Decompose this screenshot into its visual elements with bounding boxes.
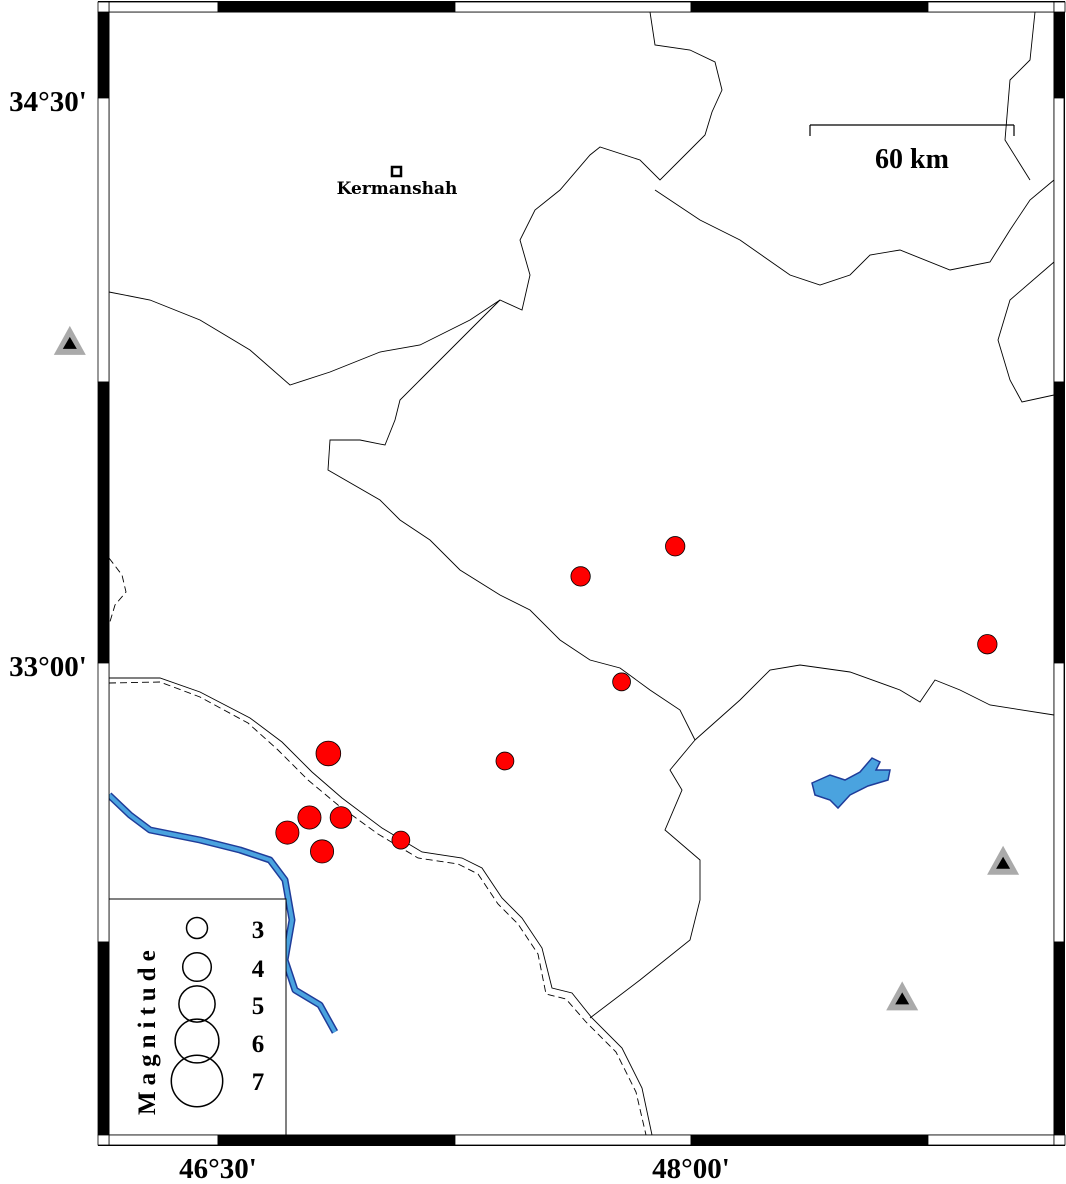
frame-bar <box>97 381 110 664</box>
station-inner-icon <box>62 336 77 349</box>
frame-corner <box>97 1 110 13</box>
boundary-kermanshah <box>108 11 723 386</box>
border-iraq-solid <box>109 677 653 1136</box>
frame-bar <box>97 662 110 943</box>
legend-circle <box>174 1018 220 1064</box>
border-dashed-west <box>108 557 127 626</box>
earthquake-marker <box>612 672 631 692</box>
earthquake-marker <box>391 830 411 850</box>
legend-label-4: 4 <box>252 956 265 983</box>
boundary-north <box>654 179 1055 286</box>
legend-circle <box>170 1054 224 1108</box>
frame-bar <box>108 1134 219 1146</box>
boundary-ilam-lorestan <box>327 299 701 1019</box>
frame-corner <box>1053 1 1066 13</box>
frame-bar <box>1053 381 1065 664</box>
boundary-east <box>997 261 1055 403</box>
earthquake-marker <box>665 536 686 557</box>
city-marker-square-icon <box>390 165 403 178</box>
legend-circle <box>185 916 209 940</box>
frame-bar <box>690 1134 929 1146</box>
earthquake-marker <box>329 806 353 829</box>
earthquakes <box>275 536 998 864</box>
province-boundaries <box>108 11 1055 1136</box>
legend-label-3: 3 <box>252 917 265 944</box>
frame-bar <box>97 11 110 99</box>
boundary-khuzestan <box>694 664 1055 741</box>
frame-bar <box>217 1134 456 1146</box>
frame-corner <box>1053 1134 1066 1146</box>
frame-bar <box>97 941 110 1136</box>
map-frame <box>97 1 1066 1146</box>
frame-bar <box>1053 662 1065 943</box>
legend-title: Magnitude <box>134 944 161 1115</box>
frame-bar <box>927 1134 1055 1146</box>
earthquake-marker <box>570 566 591 587</box>
scale-bar <box>809 124 1015 136</box>
legend-label-5: 5 <box>252 993 265 1020</box>
lake <box>811 757 891 810</box>
frame-bar <box>690 1 929 13</box>
frame-bar <box>108 1 219 13</box>
river-fill <box>107 793 337 1033</box>
frame-bar <box>1053 11 1065 99</box>
city-label: Kermanshah <box>337 179 458 199</box>
lat-label-34-30: 34°30' <box>9 86 87 118</box>
legend-circle <box>181 951 213 983</box>
lon-label-46-30: 46°30' <box>179 1153 257 1184</box>
frame-bar <box>927 1 1055 13</box>
legend-circle <box>178 985 216 1023</box>
magnitude-legend: Magnitude 3 4 5 6 7 <box>108 898 287 1136</box>
frame-bar <box>1053 941 1065 1136</box>
frame-bar <box>1053 97 1065 383</box>
earthquake-marker <box>495 751 515 771</box>
border-iraq-dashed <box>108 681 647 1136</box>
frame-corner <box>97 1134 110 1146</box>
frame-bar <box>217 1 456 13</box>
earthquake-marker <box>310 839 335 864</box>
earthquake-marker <box>977 634 998 655</box>
station-inner-icon <box>996 856 1011 869</box>
stations <box>53 325 1020 1011</box>
boundary-north-east <box>1004 11 1036 181</box>
lat-label-33-00: 33°00' <box>9 651 87 683</box>
earthquake-marker <box>315 740 342 767</box>
earthquake-marker <box>297 805 322 830</box>
legend-label-7: 7 <box>252 1069 265 1096</box>
scale-bar-label: 60 km <box>875 144 949 175</box>
station-inner-icon <box>895 992 910 1005</box>
lon-label-48-00: 48°00' <box>652 1153 730 1184</box>
frame-bar <box>97 97 110 383</box>
frame-bar <box>454 1134 692 1146</box>
legend-label-6: 6 <box>252 1031 265 1058</box>
earthquake-marker <box>275 820 300 845</box>
frame-bar <box>454 1 692 13</box>
